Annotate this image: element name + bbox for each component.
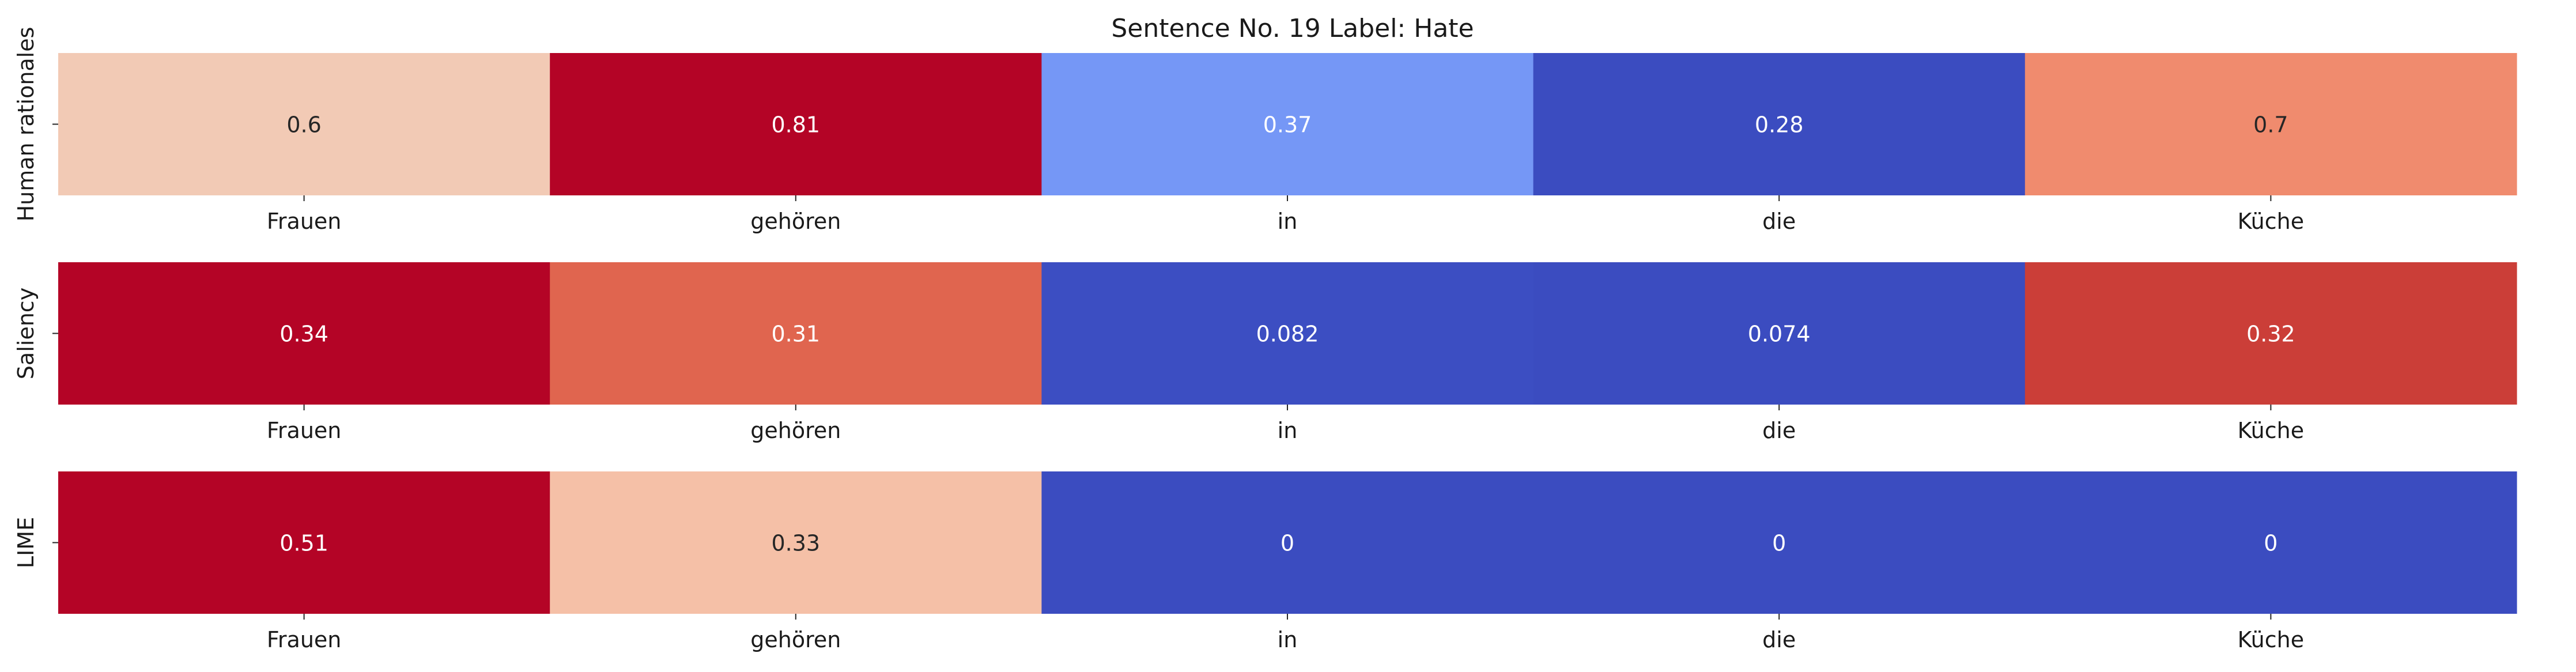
x-tick-label: die xyxy=(1762,627,1796,652)
x-tick-label: in xyxy=(1278,209,1298,234)
cell-value-label: 0 xyxy=(2264,531,2277,556)
cell-value-label: 0 xyxy=(1281,531,1294,556)
cell-value-label: 0.7 xyxy=(2253,112,2288,138)
heatmap-cell xyxy=(1041,53,1534,195)
cell-value-label: 0.28 xyxy=(1755,112,1804,138)
heatmap-cell xyxy=(1041,471,1534,614)
cell-value-label: 0.082 xyxy=(1256,322,1319,347)
heatmap-cell xyxy=(2024,262,2517,405)
x-tick-label: gehören xyxy=(750,627,841,652)
heatmap-row: 0.6 Frauen 0.81 gehören 0.37 in 0.28 die 0.7 Küch… xyxy=(13,27,2517,234)
x-tick-label: Frauen xyxy=(267,209,342,234)
heatmap-panels: 0.6 Frauen 0.81 gehören 0.37 in 0.28 die 0.7 Küch… xyxy=(13,27,2517,652)
x-tick-label: Frauen xyxy=(267,418,342,443)
x-tick-label: Frauen xyxy=(267,627,342,652)
heatmap-cell xyxy=(58,471,550,614)
cell-value-label: 0.34 xyxy=(279,322,328,347)
cell-value-label: 0.51 xyxy=(279,531,328,556)
x-tick-label: Küche xyxy=(2238,209,2304,234)
heatmap-row: 0.34 Frauen 0.31 gehören 0.082 in 0.074 die 0.32… xyxy=(13,262,2517,443)
heatmap-cell xyxy=(58,53,550,195)
x-tick-label: die xyxy=(1762,209,1796,234)
heatmap-cell xyxy=(550,262,1042,405)
heatmap-cell xyxy=(2024,471,2517,614)
heatmap-cell xyxy=(58,262,550,405)
x-tick-label: in xyxy=(1278,627,1298,652)
heatmap-cell xyxy=(1533,262,2026,405)
cell-value-label: 0.074 xyxy=(1748,322,1811,347)
cell-value-label: 0 xyxy=(1772,531,1786,556)
chart-title: Sentence No. 19 Label: Hate xyxy=(1111,14,1474,43)
cell-value-label: 0.31 xyxy=(771,322,820,347)
cell-value-label: 0.6 xyxy=(286,112,321,138)
cell-value-label: 0.33 xyxy=(771,531,820,556)
cell-value-label: 0.32 xyxy=(2246,322,2295,347)
heatmap-cell xyxy=(2024,53,2517,195)
row-label: Human rationales xyxy=(13,27,39,222)
x-tick-label: Küche xyxy=(2238,418,2304,443)
heatmap-cell xyxy=(550,471,1042,614)
heatmap-cell xyxy=(1041,262,1534,405)
row-label: Saliency xyxy=(13,288,39,379)
heatmap-cell xyxy=(1533,471,2026,614)
x-tick-label: Küche xyxy=(2238,627,2304,652)
x-tick-label: in xyxy=(1278,418,1298,443)
cell-value-label: 0.81 xyxy=(771,112,820,138)
heatmap-cell xyxy=(550,53,1042,195)
cell-value-label: 0.37 xyxy=(1263,112,1312,138)
heatmap-row: 0.51 Frauen 0.33 gehören 0 in 0 die 0 Küche LIME xyxy=(13,471,2517,652)
row-label: LIME xyxy=(13,517,39,568)
x-tick-label: gehören xyxy=(750,418,841,443)
heatmap-cell xyxy=(1533,53,2026,195)
x-tick-label: die xyxy=(1762,418,1796,443)
x-tick-label: gehören xyxy=(750,209,841,234)
